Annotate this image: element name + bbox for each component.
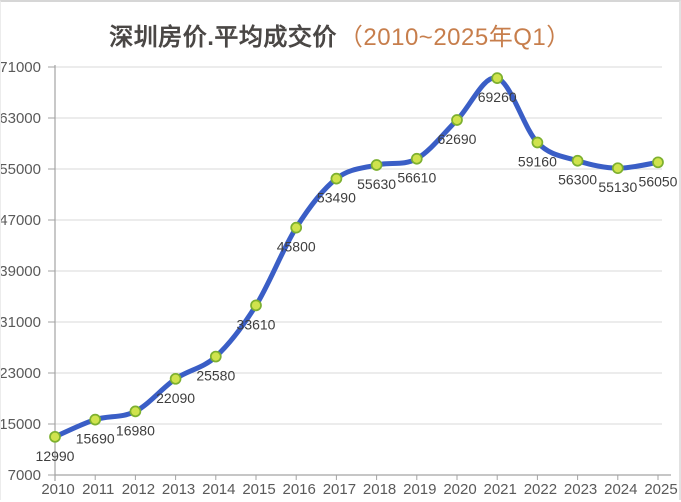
y-axis-label: 39000 (1, 263, 41, 280)
data-label-2022: 59160 (518, 153, 557, 169)
data-point-2015 (250, 299, 262, 312)
data-point-2023 (571, 154, 584, 167)
data-label-2020: 62690 (438, 131, 477, 147)
chart-title: 深圳房价.平均成交价（2010~2025年Q1） (1, 17, 679, 52)
x-axis-label: 2015 (242, 481, 275, 498)
data-point-2013 (169, 372, 182, 385)
y-axis-label: 31000 (1, 314, 41, 331)
x-axis-label: 2025 (644, 481, 677, 498)
data-point-2011 (89, 413, 102, 426)
data-point-2025 (652, 156, 664, 169)
x-axis-label: 2017 (323, 481, 356, 498)
y-axis-label: 15000 (1, 416, 41, 433)
data-point-2010 (49, 430, 61, 443)
price-line (52, 75, 661, 440)
data-point-2021 (491, 72, 504, 84)
x-axis-label: 2022 (524, 481, 557, 498)
data-label-2023: 56300 (558, 172, 597, 188)
data-label-2019: 56610 (397, 170, 436, 186)
y-axis-label: 23000 (1, 365, 41, 382)
data-label-2010: 12990 (36, 448, 75, 464)
y-axis-label: 47000 (1, 212, 41, 229)
x-axis-label: 2024 (604, 481, 637, 498)
chart-title-main: 深圳房价.平均成交价 (109, 24, 337, 51)
y-axis-label: 63000 (1, 110, 41, 127)
data-label-2012: 16980 (116, 422, 155, 438)
x-axis-label: 2012 (122, 481, 155, 498)
data-label-2011: 15690 (76, 431, 115, 447)
x-axis-label: 2010 (41, 481, 74, 498)
data-point-2016 (290, 221, 303, 234)
data-point-2017 (330, 172, 343, 185)
data-label-2025: 56050 (639, 173, 678, 189)
y-axis-label: 7000 (8, 467, 41, 484)
data-label-2016: 45800 (277, 239, 316, 255)
chart-title-accent: （2010~2025年Q1） (338, 24, 571, 51)
data-label-2018: 55630 (357, 176, 396, 192)
x-axis-label: 2021 (484, 481, 517, 498)
data-label-2017: 53490 (317, 190, 356, 206)
data-point-2012 (129, 405, 142, 418)
x-axis-label: 2011 (82, 481, 114, 498)
data-label-2024: 55130 (598, 179, 637, 195)
data-label-2021: 69260 (478, 89, 517, 105)
data-point-2024 (611, 162, 624, 175)
data-point-2014 (209, 350, 222, 363)
data-label-2014: 25580 (196, 368, 235, 384)
y-axis-label: 55000 (1, 161, 41, 178)
x-axis-label: 2018 (363, 481, 396, 498)
data-point-2020 (451, 114, 463, 126)
data-point-2019 (410, 152, 423, 165)
data-label-2015: 33610 (237, 316, 276, 332)
data-point-2022 (531, 136, 544, 149)
x-axis-label: 2019 (403, 481, 436, 498)
x-axis-label: 2023 (564, 481, 597, 498)
data-label-2013: 22090 (156, 390, 195, 406)
x-axis-label: 2014 (202, 481, 235, 498)
data-point-2018 (370, 159, 383, 171)
x-axis-label: 2013 (162, 481, 195, 498)
x-axis-label: 2020 (443, 481, 476, 498)
y-axis-label: 71000 (1, 59, 41, 76)
x-axis-label: 2016 (283, 481, 316, 498)
